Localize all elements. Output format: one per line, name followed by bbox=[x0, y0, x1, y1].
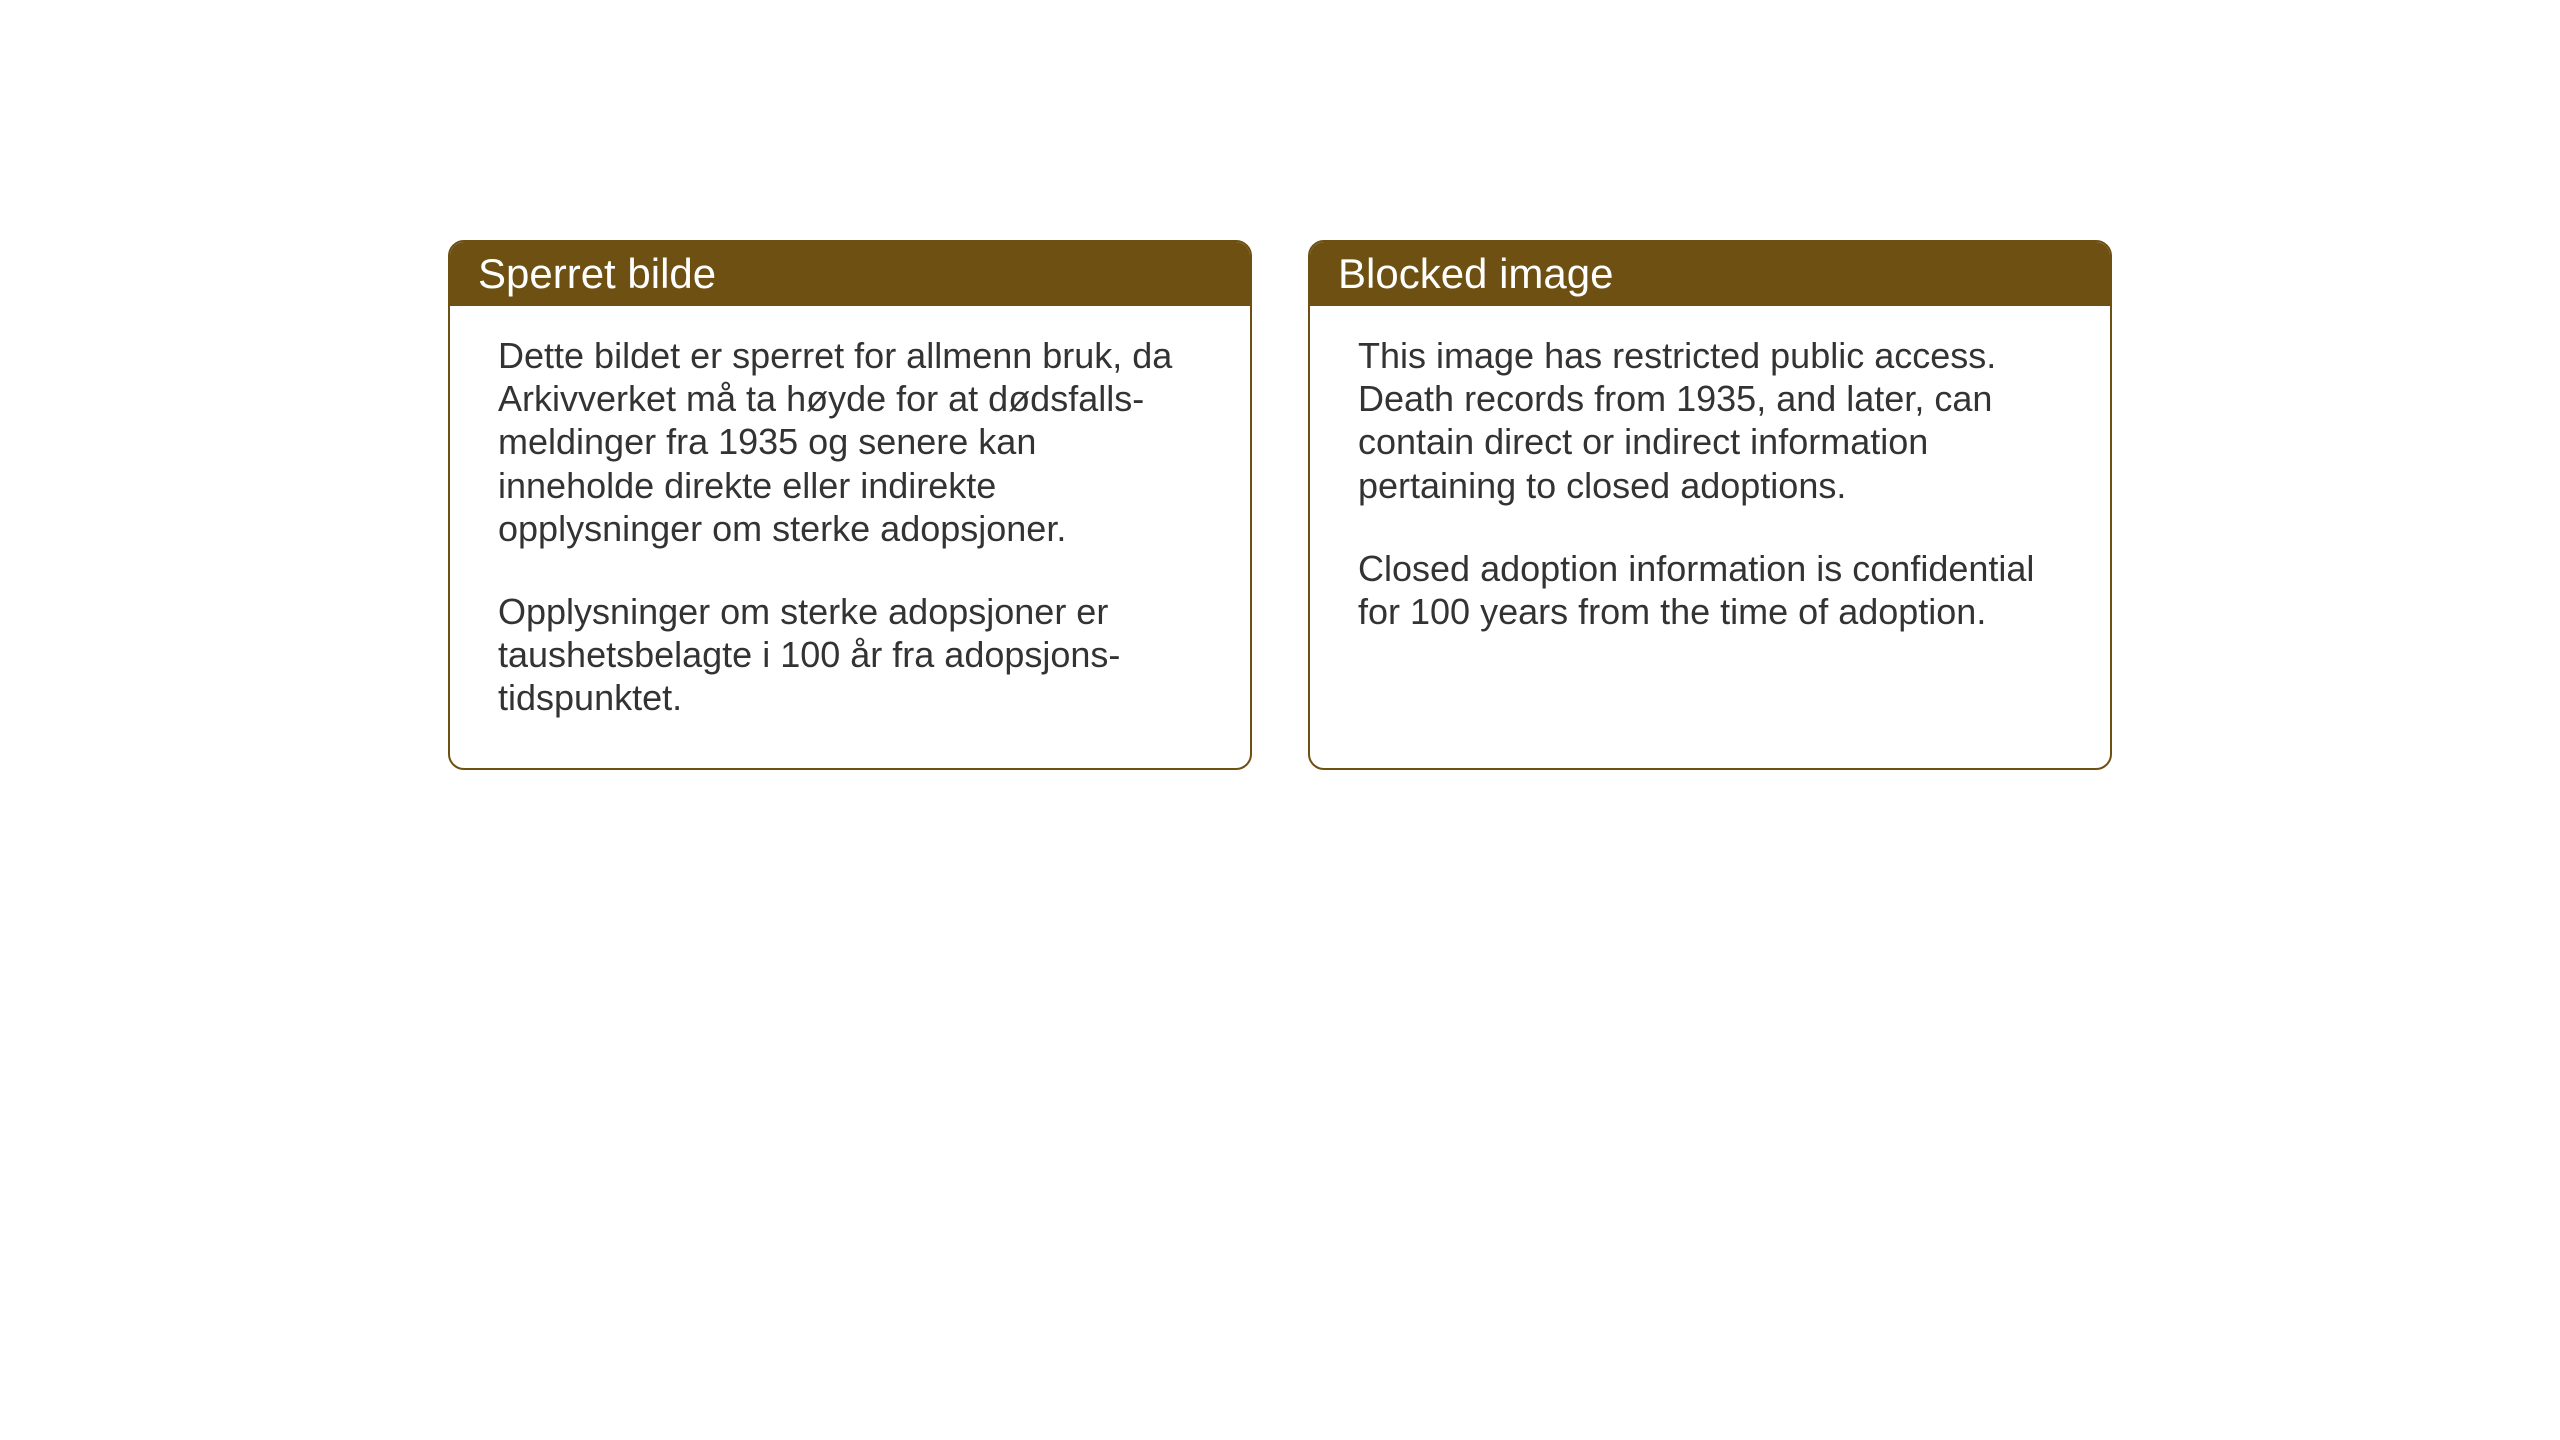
notice-title-norwegian: Sperret bilde bbox=[478, 250, 716, 297]
notice-paragraph-1-norwegian: Dette bildet er sperret for allmenn bruk… bbox=[498, 334, 1202, 550]
notice-container: Sperret bilde Dette bildet er sperret fo… bbox=[448, 240, 2112, 770]
notice-header-norwegian: Sperret bilde bbox=[450, 242, 1250, 306]
notice-paragraph-2-english: Closed adoption information is confident… bbox=[1358, 547, 2062, 633]
notice-paragraph-1-english: This image has restricted public access.… bbox=[1358, 334, 2062, 507]
notice-header-english: Blocked image bbox=[1310, 242, 2110, 306]
notice-title-english: Blocked image bbox=[1338, 250, 1613, 297]
notice-box-norwegian: Sperret bilde Dette bildet er sperret fo… bbox=[448, 240, 1252, 770]
notice-box-english: Blocked image This image has restricted … bbox=[1308, 240, 2112, 770]
notice-body-norwegian: Dette bildet er sperret for allmenn bruk… bbox=[450, 306, 1250, 768]
notice-paragraph-2-norwegian: Opplysninger om sterke adopsjoner er tau… bbox=[498, 590, 1202, 720]
notice-body-english: This image has restricted public access.… bbox=[1310, 306, 2110, 681]
